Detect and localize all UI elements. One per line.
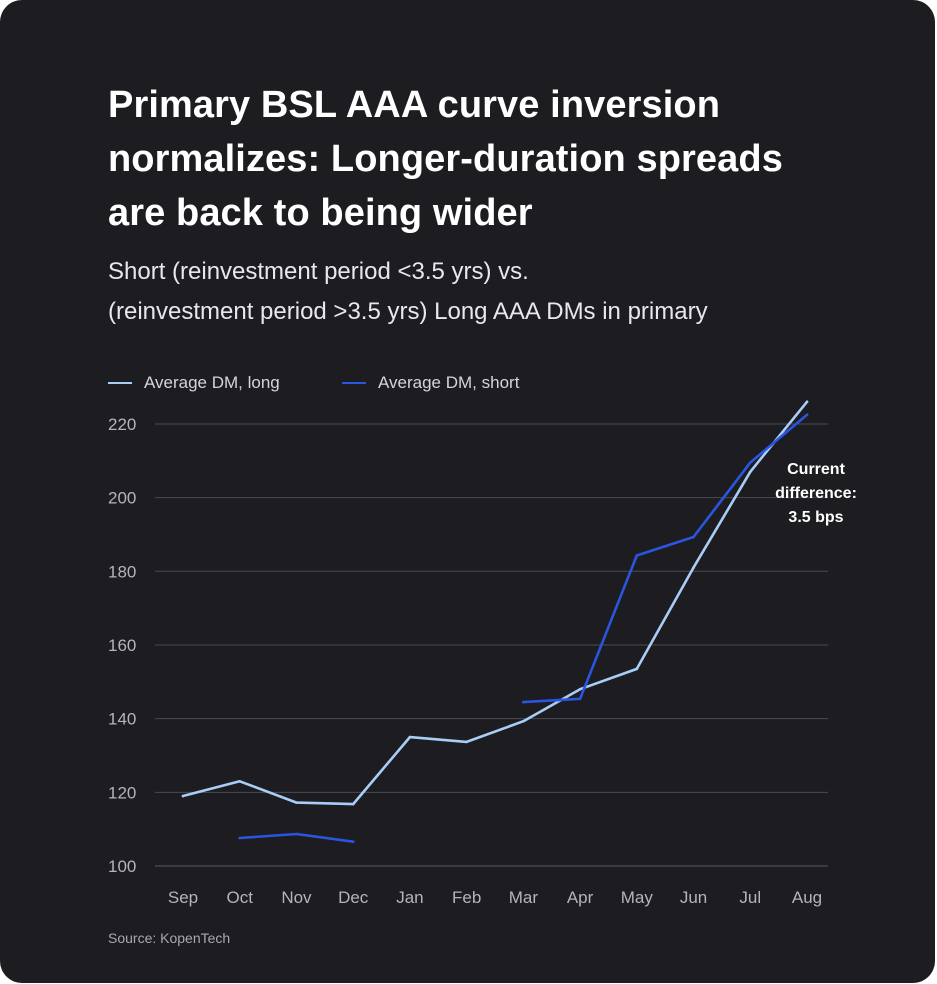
data-point-long xyxy=(295,801,298,804)
x-tick-label: Mar xyxy=(509,888,539,907)
data-point-short xyxy=(578,697,582,701)
x-tick-label: May xyxy=(621,888,654,907)
legend-label-short: Average DM, short xyxy=(378,373,520,392)
data-point-short xyxy=(635,554,639,557)
data-point-long xyxy=(465,740,468,744)
title-line: are back to being wider xyxy=(108,192,533,234)
data-point-long xyxy=(805,400,809,404)
annotation-text: 3.5 bps xyxy=(788,509,843,526)
title-line: Primary BSL AAA curve inversion xyxy=(108,84,721,126)
x-tick-label: Nov xyxy=(281,888,312,907)
data-point-long xyxy=(748,470,752,474)
data-point-short xyxy=(805,413,809,417)
source-note: Source: KopenTech xyxy=(108,930,231,946)
x-tick-label: Sep xyxy=(168,888,198,907)
data-point-short xyxy=(351,840,355,843)
subtitle-line: (reinvestment period >3.5 yrs) Long AAA … xyxy=(108,298,708,325)
data-point-long xyxy=(578,687,582,691)
x-tick-label: Oct xyxy=(227,888,254,907)
legend-swatch-short xyxy=(342,382,366,384)
title-line: normalizes: Longer-duration spreads xyxy=(108,138,783,180)
x-tick-label: Jul xyxy=(739,888,761,907)
data-point-short xyxy=(748,461,752,464)
annotation-text: difference: xyxy=(775,485,857,502)
y-tick-label: 220 xyxy=(108,415,136,434)
y-tick-label: 100 xyxy=(108,857,136,876)
x-tick-label: Jan xyxy=(396,888,423,907)
y-tick-label: 120 xyxy=(108,783,136,802)
legend-label-long: Average DM, long xyxy=(144,373,280,392)
data-point-short xyxy=(692,535,695,539)
data-point-long xyxy=(692,566,695,569)
series-line-long xyxy=(181,400,809,806)
subtitle-line: Short (reinvestment period <3.5 yrs) vs. xyxy=(108,258,529,285)
y-tick-label: 160 xyxy=(108,636,136,655)
chart-subtitle: Short (reinvestment period <3.5 yrs) vs.… xyxy=(108,252,888,332)
data-point-long xyxy=(181,794,185,798)
y-tick-label: 140 xyxy=(108,710,136,729)
annotation-text: Current xyxy=(787,461,845,478)
x-tick-label: Feb xyxy=(452,888,481,907)
chart-title: Primary BSL AAA curve inversion normaliz… xyxy=(108,78,888,240)
data-point-short xyxy=(295,832,298,836)
data-point-long xyxy=(351,802,355,806)
legend-swatch-long xyxy=(108,382,132,384)
y-tick-label: 180 xyxy=(108,562,136,581)
data-point-long xyxy=(635,667,639,671)
data-point-short xyxy=(522,700,525,704)
x-tick-label: Jun xyxy=(680,888,707,907)
x-tick-label: Apr xyxy=(567,888,594,907)
data-point-long xyxy=(238,779,242,783)
x-tick-label: Dec xyxy=(338,888,369,907)
series-line-short xyxy=(522,413,809,704)
y-tick-label: 200 xyxy=(108,489,136,508)
data-point-short xyxy=(238,836,242,840)
x-tick-label: Aug xyxy=(792,888,822,907)
data-point-long xyxy=(522,719,525,723)
data-point-long xyxy=(408,735,412,739)
